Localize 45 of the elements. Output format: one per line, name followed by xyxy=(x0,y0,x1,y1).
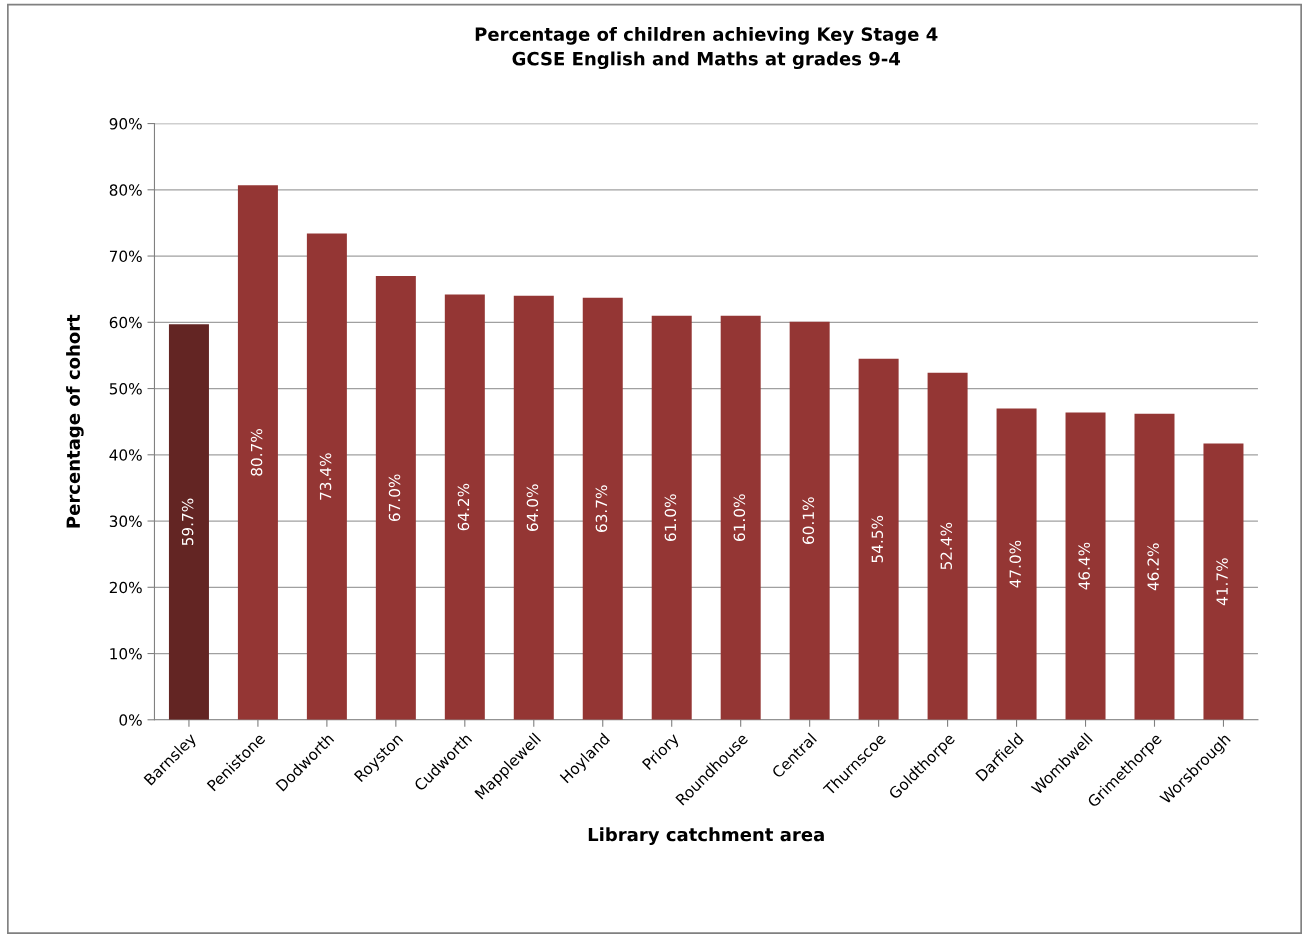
data-label: 41.7% xyxy=(1216,558,1228,606)
data-label: 47.0% xyxy=(1009,540,1021,588)
data-label: 46.2% xyxy=(1147,543,1159,591)
bar xyxy=(1134,413,1175,720)
bar xyxy=(306,233,347,720)
bar xyxy=(168,324,209,720)
data-label: 61.0% xyxy=(733,494,746,541)
data-label: 52.4% xyxy=(940,522,953,570)
bar xyxy=(858,358,899,720)
bar xyxy=(720,315,761,720)
bar xyxy=(1065,412,1106,720)
y-tick-label: 70% xyxy=(109,250,142,263)
y-axis-title: Percentage of cohort xyxy=(66,314,84,528)
data-label: 64.2% xyxy=(457,483,470,531)
bar xyxy=(927,372,968,720)
data-label: 61.0% xyxy=(664,494,677,541)
data-label: 60.1% xyxy=(802,497,815,544)
y-tick-label: 80% xyxy=(109,184,142,196)
bar xyxy=(1203,443,1244,720)
data-label: 67.0% xyxy=(388,474,401,522)
data-label: 54.5% xyxy=(871,515,884,563)
y-tick-label: 10% xyxy=(110,648,142,660)
y-tick-label: 60% xyxy=(109,316,142,329)
data-label: 46.4% xyxy=(1078,542,1090,590)
data-label: 63.7% xyxy=(595,485,608,532)
bar xyxy=(582,297,623,720)
data-label: 80.7% xyxy=(250,429,263,476)
chart-title: Percentage of children achieving Key Stage 4 GCSE English and Maths at grades 9-4 xyxy=(475,27,938,70)
y-tick-label: 40% xyxy=(109,449,142,461)
y-tick-label: 90% xyxy=(109,118,142,130)
data-label: 64.0% xyxy=(526,484,539,531)
bar xyxy=(513,295,554,720)
x-axis-title: Library catchment area xyxy=(588,827,824,845)
y-tick-label: 0% xyxy=(119,714,142,726)
y-tick-label: 50% xyxy=(109,383,142,395)
bar xyxy=(375,275,416,720)
y-tick-label: 20% xyxy=(109,581,142,594)
bar xyxy=(996,408,1037,720)
bar xyxy=(444,294,485,720)
bar xyxy=(237,185,278,720)
bar xyxy=(651,315,692,720)
data-label: 73.4% xyxy=(319,453,332,500)
bar xyxy=(789,321,830,720)
data-label: 59.7% xyxy=(181,498,194,546)
y-tick-label: 30% xyxy=(109,515,142,528)
